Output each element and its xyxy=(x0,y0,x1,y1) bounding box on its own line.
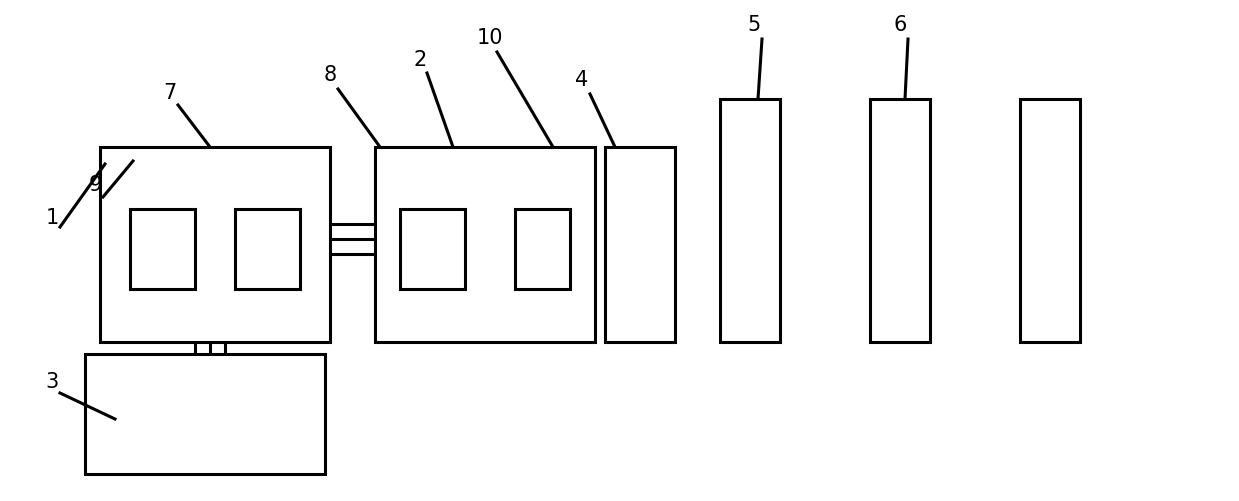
Bar xyxy=(605,148,675,342)
Bar xyxy=(235,209,300,290)
Bar xyxy=(130,209,195,290)
Text: 9: 9 xyxy=(88,175,102,194)
Text: 8: 8 xyxy=(323,65,337,85)
Bar xyxy=(375,148,595,342)
Bar xyxy=(85,354,325,474)
Bar xyxy=(720,100,781,342)
Text: 3: 3 xyxy=(46,371,58,391)
Text: 7: 7 xyxy=(164,83,177,103)
Text: 4: 4 xyxy=(575,70,589,90)
Text: 5: 5 xyxy=(747,15,761,35)
Text: 6: 6 xyxy=(893,15,907,35)
Bar xyxy=(400,209,465,290)
Text: 10: 10 xyxy=(477,28,503,48)
Bar xyxy=(1020,100,1080,342)
Bar xyxy=(870,100,930,342)
Text: 2: 2 xyxy=(414,50,426,70)
Bar xyxy=(100,148,330,342)
Text: 1: 1 xyxy=(46,207,58,227)
Bar xyxy=(515,209,570,290)
